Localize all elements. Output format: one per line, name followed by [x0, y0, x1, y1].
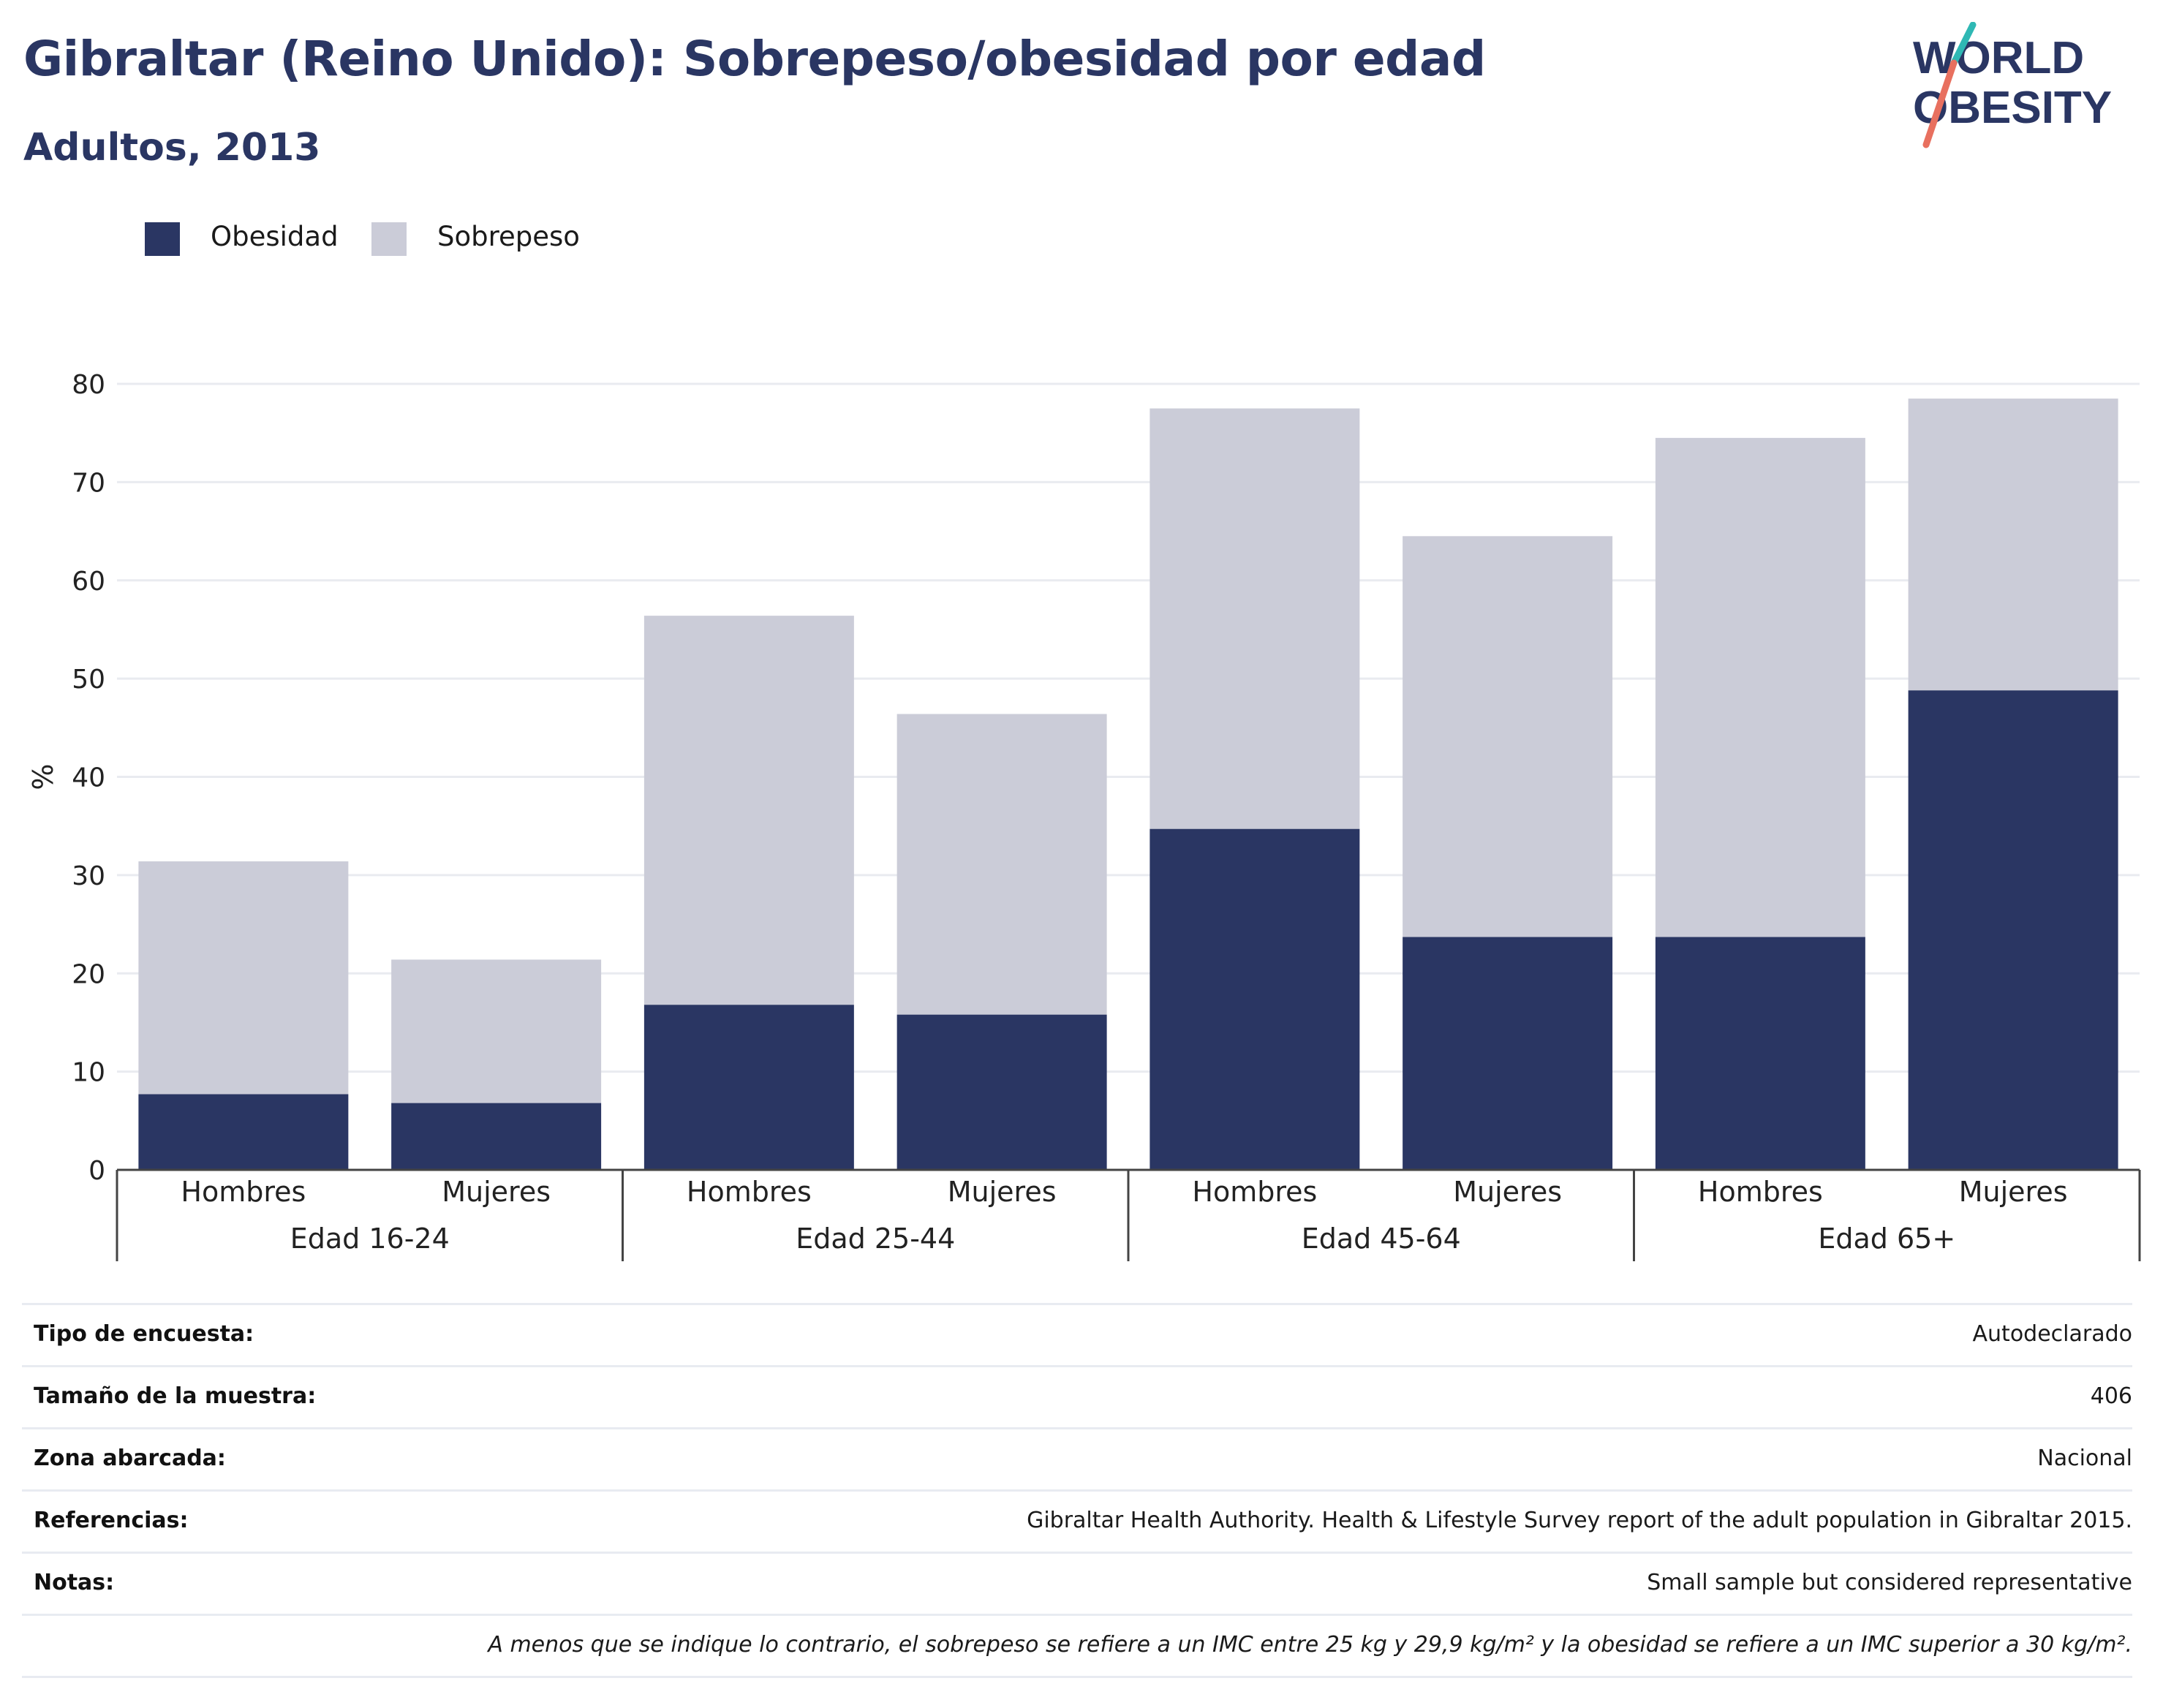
- info-row-notes: Notas: Small sample but considered repre…: [22, 1552, 2132, 1614]
- x-tick-label: Mujeres: [1453, 1176, 1562, 1208]
- x-tick-label: Hombres: [687, 1176, 812, 1208]
- y-tick-label: 0: [88, 1156, 105, 1186]
- survey-info-table: Tipo de encuesta: Autodeclarado Tamaño d…: [22, 1303, 2132, 1678]
- footnote: A menos que se indique lo contrario, el …: [488, 1632, 2132, 1658]
- group-label: Edad 45-64: [1302, 1223, 1461, 1255]
- x-tick-label: Hombres: [1192, 1176, 1317, 1208]
- x-tick-label: Mujeres: [948, 1176, 1057, 1208]
- bar-obesidad: [1150, 828, 1360, 1170]
- y-tick-label: 60: [72, 567, 105, 597]
- info-key: Notas:: [34, 1570, 115, 1595]
- legend-label-obesidad: Obesidad: [211, 221, 339, 252]
- info-key: Referencias:: [34, 1508, 189, 1533]
- bar-sobrepeso: [138, 861, 349, 1095]
- info-key: Tipo de encuesta:: [34, 1321, 254, 1347]
- bar-obesidad: [391, 1103, 602, 1170]
- bar-sobrepeso: [1655, 437, 1865, 937]
- group-label: Edad 16-24: [290, 1223, 450, 1255]
- y-tick-label: 10: [72, 1058, 105, 1088]
- legend-label-sobrepeso: Sobrepeso: [437, 221, 580, 252]
- bar-sobrepeso: [391, 959, 602, 1103]
- chart-title: Gibraltar (Reino Unido): Sobrepeso/obesi…: [23, 31, 1486, 87]
- world-obesity-logo: WORLD OBESITY: [1913, 22, 2112, 148]
- bar-obesidad: [643, 1005, 854, 1170]
- bar-obesidad: [1908, 690, 2118, 1170]
- bar-obesidad: [1655, 937, 1865, 1170]
- legend-swatch-obesidad: [145, 222, 180, 256]
- logo-slash-teal: [1950, 22, 1977, 67]
- bar-sobrepeso: [896, 714, 1107, 1015]
- y-tick-label: 70: [72, 468, 105, 498]
- x-tick-label: Mujeres: [1959, 1176, 2068, 1208]
- bar-sobrepeso: [1908, 398, 2118, 691]
- stacked-bar-chart: 0 10 20 30 40 50 60 70 80% Hombres Mujeres Hombres M…: [27, 370, 2141, 1261]
- y-tick-label: 40: [72, 763, 105, 793]
- info-row-survey-type: Tipo de encuesta: Autodeclarado: [22, 1303, 2132, 1365]
- info-row-sample-size: Tamaño de la muestra: 406: [22, 1365, 2132, 1427]
- bar-sobrepeso: [1150, 408, 1360, 829]
- info-value: Gibraltar Health Authority. Health & Lif…: [1027, 1508, 2132, 1533]
- info-key: Tamaño de la muestra:: [34, 1383, 317, 1409]
- info-value: Nacional: [2037, 1446, 2132, 1471]
- group-label: Edad 25-44: [796, 1223, 955, 1255]
- info-value: Autodeclarado: [1972, 1321, 2132, 1347]
- info-row-footnote: A menos que se indique lo contrario, el …: [22, 1614, 2132, 1678]
- bar-sobrepeso: [643, 616, 854, 1005]
- bar-obesidad: [896, 1014, 1107, 1170]
- chart-subtitle: Adultos, 2013: [23, 126, 321, 170]
- group-label: Edad 65+: [1818, 1223, 1955, 1255]
- logo-slash-coral: [1922, 59, 1958, 148]
- y-tick-label: 50: [72, 665, 105, 695]
- bar-sobrepeso: [1403, 536, 1613, 937]
- info-value: 406: [2090, 1383, 2132, 1409]
- y-tick-label: 30: [72, 861, 105, 891]
- y-tick-label: 20: [72, 959, 105, 989]
- info-value: Small sample but considered representati…: [1647, 1570, 2132, 1595]
- bar-obesidad: [138, 1094, 349, 1170]
- x-tick-label: Hombres: [181, 1176, 306, 1208]
- x-tick-label: Mujeres: [442, 1176, 551, 1208]
- x-tick-label: Hombres: [1698, 1176, 1823, 1208]
- info-row-references: Referencias: Gibraltar Health Authority.…: [22, 1489, 2132, 1552]
- y-tick-label: 80: [72, 370, 105, 400]
- info-key: Zona abarcada:: [34, 1446, 226, 1471]
- legend-swatch-sobrepeso: [371, 222, 407, 256]
- info-row-area: Zona abarcada: Nacional: [22, 1427, 2132, 1489]
- logo-text-world: WORLD: [1913, 33, 2084, 83]
- y-axis-title: %: [27, 763, 59, 790]
- bar-obesidad: [1403, 937, 1613, 1170]
